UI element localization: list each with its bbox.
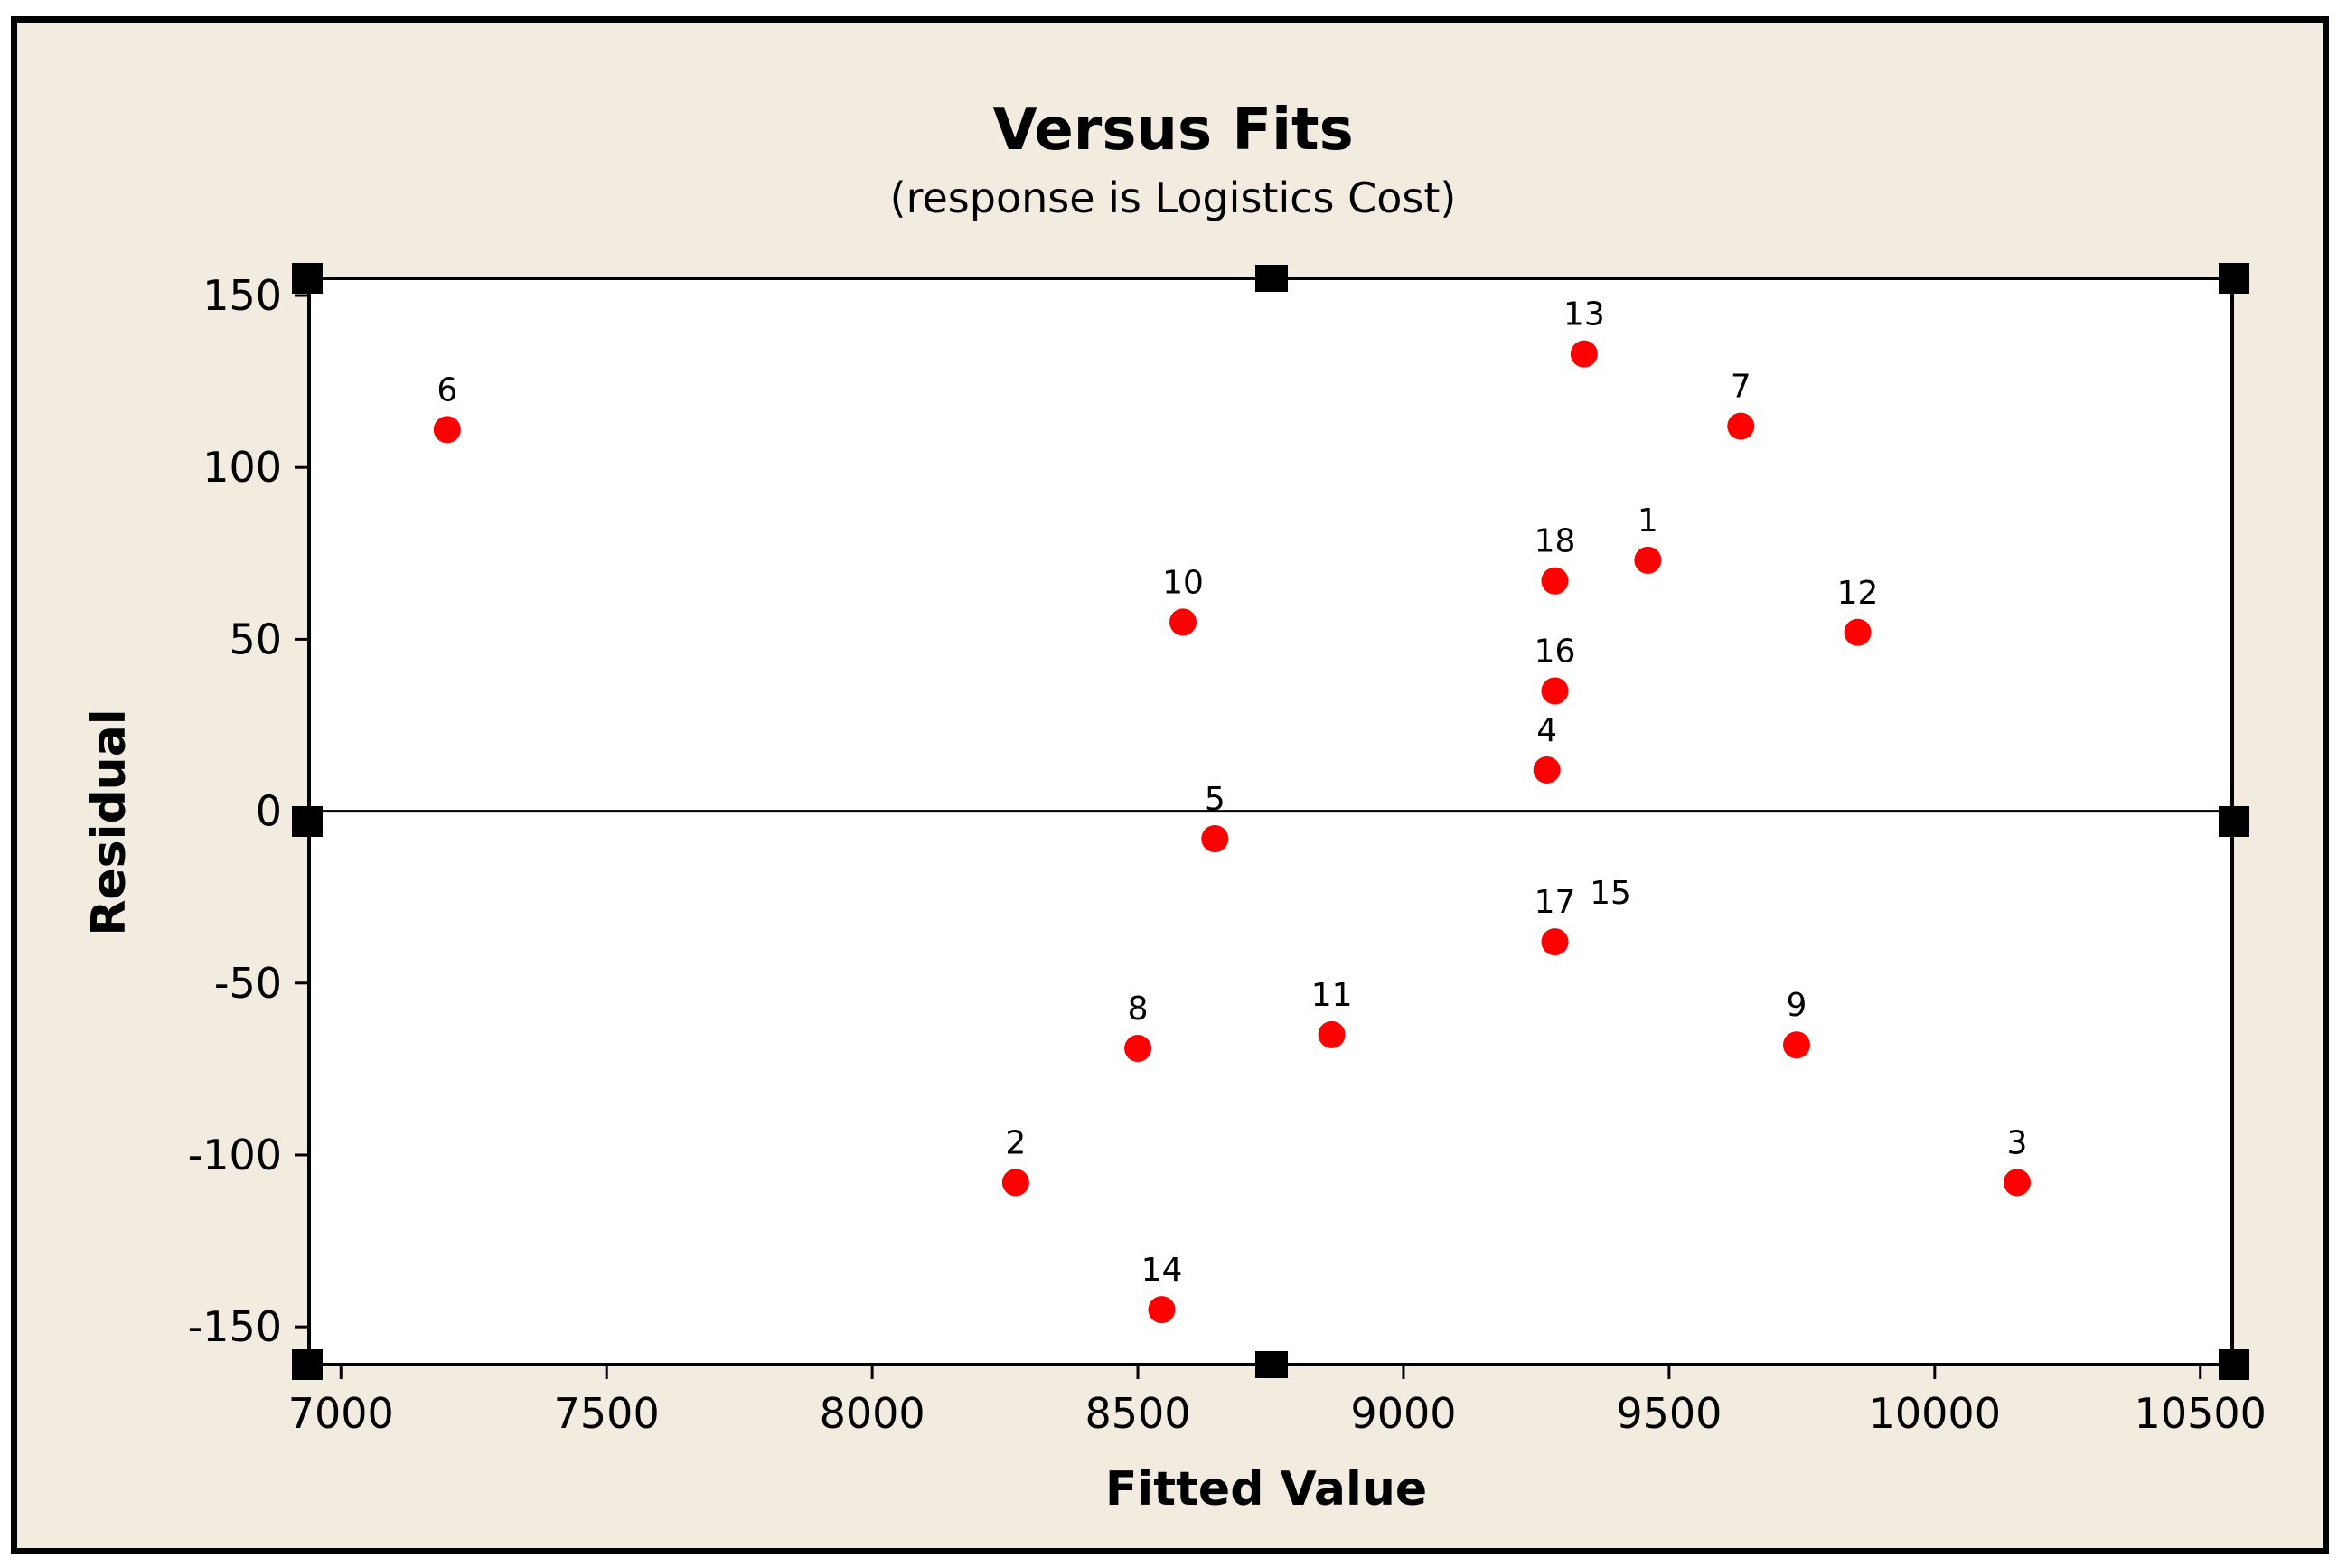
resize-handle-top-right[interactable] (2219, 263, 2249, 294)
point-label: 15 (1590, 875, 1631, 912)
point-label: 13 (1563, 296, 1605, 333)
plot-area (307, 277, 2234, 1366)
point-label: 12 (1837, 575, 1879, 612)
point-label: 6 (437, 371, 457, 408)
resize-handle-bottom-left[interactable] (292, 1349, 323, 1380)
point-label: 1 (1638, 502, 1658, 540)
point-label: 16 (1535, 633, 1576, 670)
point-label: 14 (1141, 1252, 1183, 1289)
data-point (1201, 825, 1229, 853)
x-tick-label: 8000 (820, 1389, 925, 1438)
resize-handle-top-center[interactable] (1255, 265, 1288, 292)
y-axis: 150 100 50 0 -50 -100 -150 (188, 271, 309, 1351)
x-tick-label: 7500 (554, 1389, 660, 1438)
resize-handle-top-left[interactable] (292, 263, 323, 294)
point-label: 3 (2006, 1124, 2027, 1161)
x-tick-label: 8500 (1084, 1389, 1190, 1438)
y-axis-title: Residual (82, 709, 136, 935)
data-points (433, 340, 2031, 1324)
y-tick-label: -50 (214, 959, 282, 1008)
x-tick-label: 7000 (288, 1389, 394, 1438)
data-point (433, 416, 461, 444)
point-label: 9 (1787, 987, 1807, 1024)
chart-title: Versus Fits (992, 97, 1353, 164)
x-axis: 7000 7500 8000 8500 9000 9500 10000 10500 (288, 1365, 2267, 1438)
data-point (1634, 546, 1662, 574)
point-label: 5 (1205, 781, 1225, 818)
point-label: 8 (1128, 991, 1149, 1028)
x-tick-label: 9500 (1616, 1389, 1722, 1438)
point-label: 18 (1535, 523, 1576, 560)
data-point (1541, 928, 1569, 956)
x-tick-label: 10500 (2135, 1389, 2267, 1438)
data-point (2003, 1169, 2031, 1197)
data-point (1570, 340, 1598, 368)
point-label: 17 (1535, 884, 1576, 921)
data-point (1541, 677, 1569, 705)
data-point (1001, 1169, 1029, 1197)
point-label: 7 (1731, 369, 1751, 406)
point-label: 2 (1005, 1124, 1026, 1161)
resize-handle-bottom-center[interactable] (1255, 1351, 1288, 1378)
data-point (1844, 618, 1872, 646)
y-tick-label: 150 (202, 271, 282, 320)
resize-handle-bottom-right[interactable] (2219, 1349, 2249, 1380)
data-point (1318, 1020, 1346, 1048)
y-tick-label: -150 (188, 1302, 282, 1351)
chart-subtitle: (response is Logistics Cost) (890, 174, 1457, 222)
data-point (1148, 1296, 1176, 1324)
point-label: 10 (1162, 564, 1204, 601)
data-point (1782, 1031, 1810, 1059)
point-label: 11 (1311, 977, 1353, 1014)
y-tick-label: 100 (202, 443, 282, 492)
point-labels: 6 13 7 18 1 10 12 16 4 5 17 11 8 9 2 3 14 (437, 296, 2027, 1289)
data-point (1169, 608, 1197, 636)
data-point (1541, 567, 1569, 595)
data-point (1124, 1035, 1152, 1063)
y-tick-label: 50 (229, 615, 282, 663)
x-tick-label: 9000 (1350, 1389, 1456, 1438)
data-point (1727, 412, 1755, 440)
point-label: 4 (1536, 712, 1557, 749)
x-tick-label: 10000 (1869, 1389, 2001, 1438)
y-tick-label: 0 (256, 787, 282, 836)
data-point (1533, 756, 1561, 784)
y-tick-label: -100 (188, 1131, 282, 1179)
x-axis-title: Fitted Value (1105, 1462, 1427, 1516)
